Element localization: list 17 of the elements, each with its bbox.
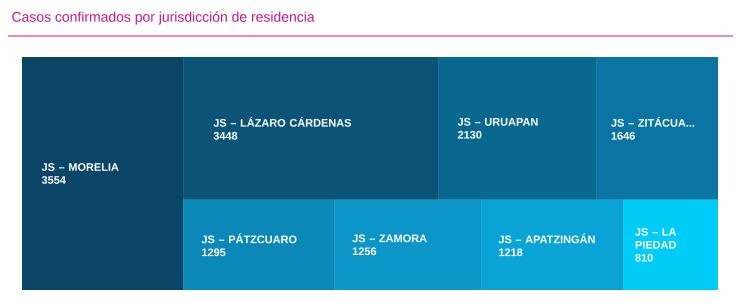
category-label: JS – URUAPAN bbox=[458, 118, 538, 126]
category-label: JS – LA PIEDAD bbox=[635, 228, 676, 249]
category-label: JS – LÁZARO CÁRDENAS bbox=[213, 116, 352, 127]
text: Casos confirmados por jurisdicción de residencia bbox=[12, 11, 315, 25]
category-label: JS – PÁTZCUARO bbox=[202, 233, 297, 244]
data-label: 1218 bbox=[499, 248, 522, 256]
category-label: JS – ZITÁCUA... bbox=[611, 116, 694, 127]
data-label: 2130 bbox=[458, 130, 482, 139]
data-label: 1256 bbox=[352, 247, 376, 256]
data-label: 3448 bbox=[214, 132, 238, 140]
category-label: JS – APATZINGÁN bbox=[498, 233, 595, 244]
data-label: 1646 bbox=[612, 132, 635, 140]
data-label: 3554 bbox=[42, 176, 66, 184]
data-label: 1295 bbox=[202, 248, 226, 256]
data-label: 810 bbox=[635, 254, 653, 262]
category-label: JS – MORELIA bbox=[42, 163, 119, 171]
category-label: JS – ZAMORA bbox=[352, 234, 427, 242]
